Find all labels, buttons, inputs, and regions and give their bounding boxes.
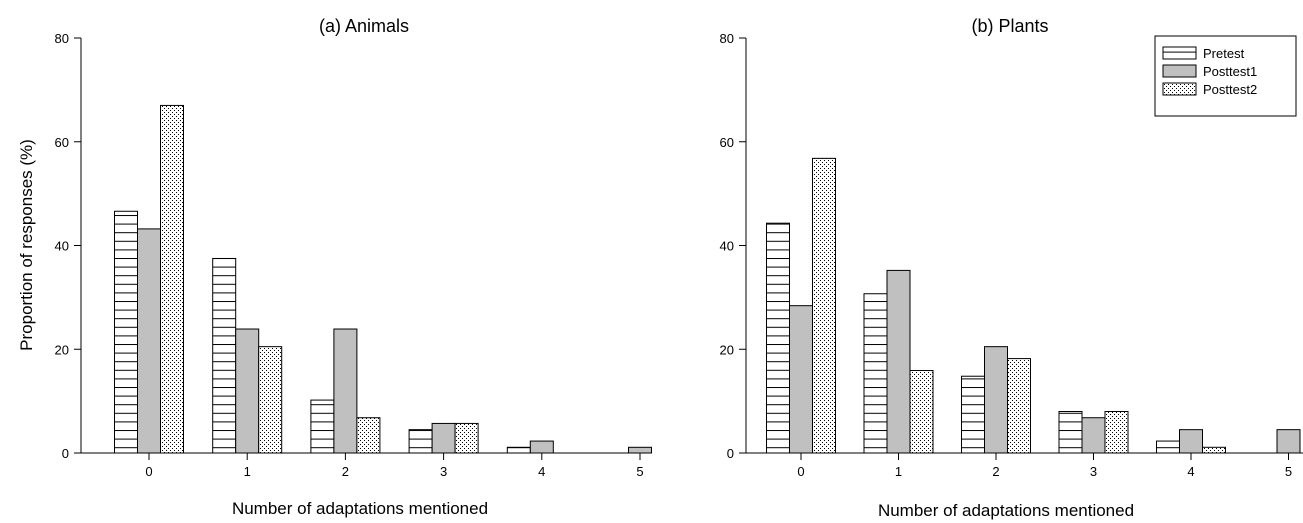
bar-posttest2-1 (258, 346, 283, 454)
y-tick-label: 80 (720, 31, 734, 46)
legend-label-pretest: Pretest (1203, 46, 1245, 61)
bar-posttest2-0 (160, 104, 184, 454)
bar-pretest-4 (506, 446, 531, 454)
x-tick-label: 1 (244, 464, 251, 479)
y-tick-label: 20 (55, 342, 69, 357)
bar-posttest1-1 (235, 328, 260, 454)
legend-label-posttest1: Posttest1 (1203, 64, 1257, 79)
bar-posttest1-2 (333, 328, 358, 454)
bar-posttest1-5 (628, 446, 652, 454)
bar-pretest-1 (863, 293, 888, 454)
legend-swatch-pretest (1162, 46, 1197, 60)
legend-swatch-posttest1 (1162, 64, 1197, 78)
y-tick-label: 80 (55, 31, 69, 46)
bars (114, 104, 652, 454)
bar-pretest-3 (1058, 411, 1083, 454)
bar-posttest1-4 (1179, 429, 1203, 454)
y-tick-label: 40 (720, 239, 734, 254)
bar-posttest2-0 (812, 157, 836, 454)
bar-posttest1-3 (431, 422, 456, 454)
bar-posttest2-3 (1104, 411, 1129, 454)
y-tick-label: 40 (55, 239, 69, 254)
y-tick-label: 60 (720, 135, 734, 150)
legend-label-posttest2: Posttest2 (1203, 82, 1257, 97)
x-tick-label: 3 (1090, 464, 1097, 479)
legend: Pretest Posttest1 Posttest2 (1154, 35, 1297, 117)
bar-pretest-1 (212, 257, 237, 454)
bar-posttest2-2 (1007, 358, 1031, 454)
bar-posttest2-2 (356, 417, 381, 454)
axes: 0 20 40 60 80 0 1 2 3 4 5 (55, 31, 652, 479)
bar-posttest1-4 (529, 440, 554, 454)
bar-posttest1-5 (1276, 429, 1301, 454)
bar-pretest-2 (961, 375, 985, 454)
bar-posttest1-0 (137, 228, 161, 454)
x-tick-label: 1 (895, 464, 902, 479)
bar-posttest1-0 (789, 305, 813, 454)
panel-plants: (b) Plants Number of adaptations mention… (720, 16, 1303, 520)
bars (766, 157, 1301, 454)
bar-pretest-0 (114, 210, 138, 454)
bar-posttest2-4 (1202, 446, 1226, 454)
bar-posttest1-1 (886, 269, 911, 454)
y-tick-label: 0 (727, 446, 734, 461)
x-tick-label: 5 (636, 464, 643, 479)
panel-animals: (a) Animals Proportion of responses (%) … (17, 16, 652, 518)
y-tick-label: 0 (62, 446, 69, 461)
bar-pretest-2 (310, 399, 335, 454)
x-tick-label: 2 (342, 464, 349, 479)
x-tick-label: 3 (440, 464, 447, 479)
bar-pretest-3 (408, 429, 433, 454)
x-axis-title: Number of adaptations mentioned (878, 501, 1134, 520)
bar-posttest1-2 (984, 346, 1008, 454)
legend-swatch-posttest2 (1162, 82, 1197, 96)
x-tick-label: 0 (145, 464, 152, 479)
bar-posttest2-3 (454, 422, 479, 454)
x-axis-title: Number of adaptations mentioned (232, 499, 488, 518)
bar-posttest1-3 (1081, 417, 1106, 454)
panel-title: (a) Animals (319, 16, 409, 36)
panel-title: (b) Plants (971, 16, 1048, 36)
bar-posttest2-1 (909, 370, 934, 454)
x-tick-label: 5 (1285, 464, 1292, 479)
x-tick-label: 0 (797, 464, 804, 479)
y-tick-label: 60 (55, 135, 69, 150)
x-tick-label: 2 (992, 464, 999, 479)
axes: 0 20 40 60 80 0 1 2 3 4 5 (720, 31, 1303, 479)
x-tick-label: 4 (1187, 464, 1194, 479)
bar-pretest-0 (766, 222, 790, 454)
y-axis-title: Proportion of responses (%) (17, 139, 36, 351)
bar-pretest-4 (1156, 440, 1180, 454)
x-tick-label: 4 (538, 464, 545, 479)
y-tick-label: 20 (720, 342, 734, 357)
